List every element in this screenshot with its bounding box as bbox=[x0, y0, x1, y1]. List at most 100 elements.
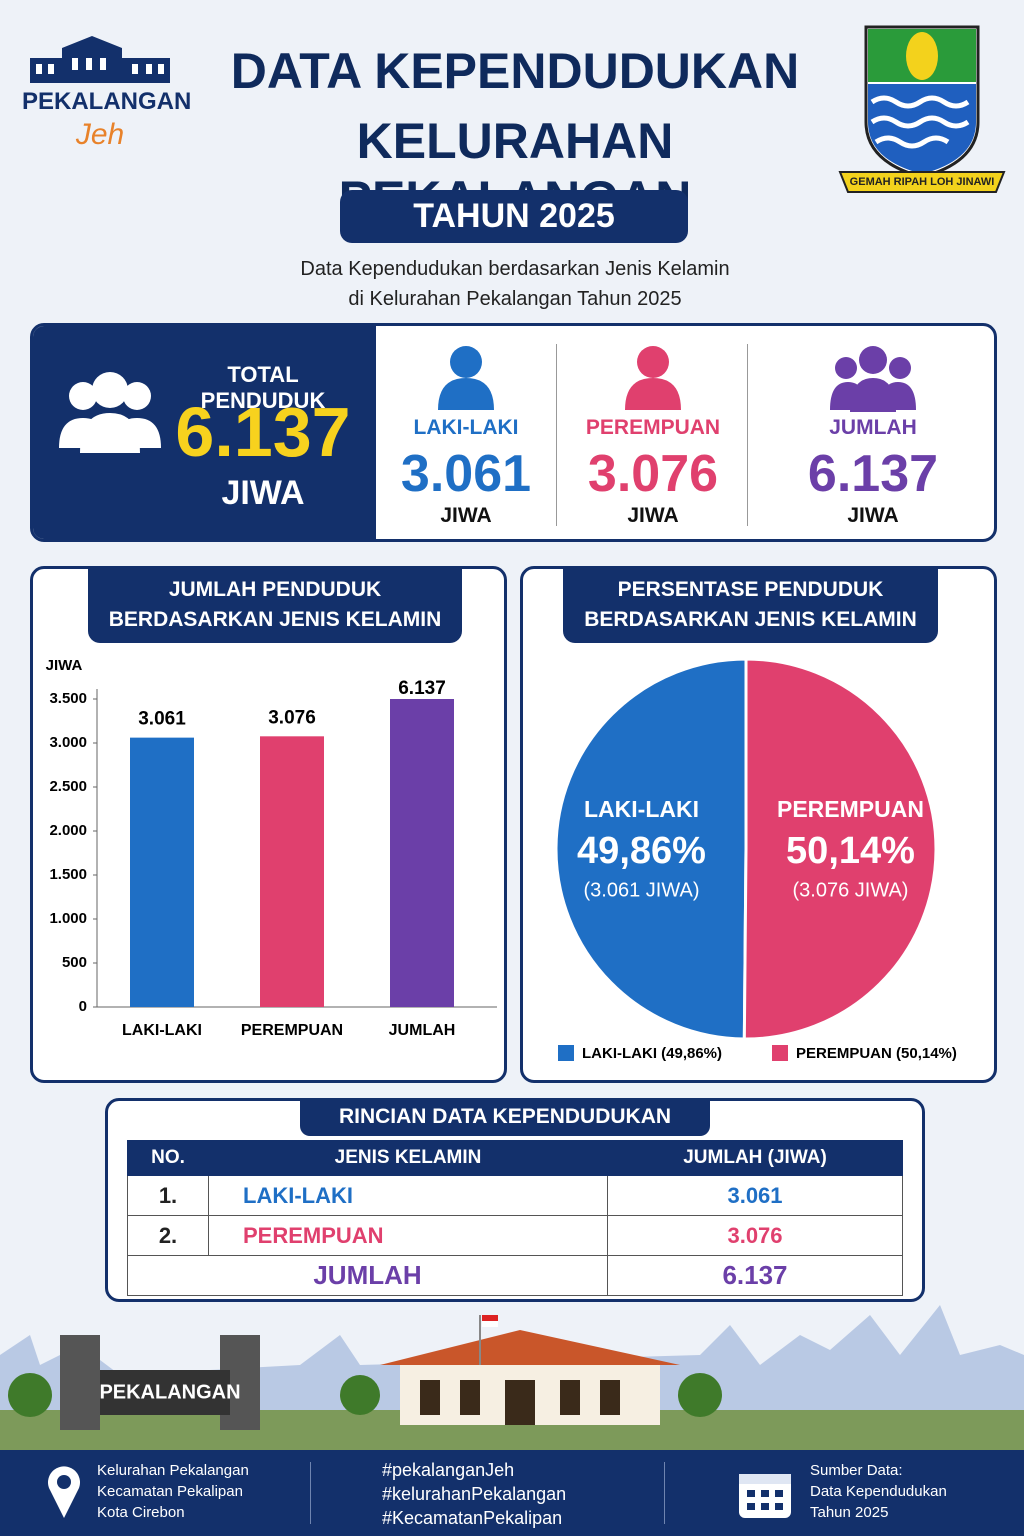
cell: LAKI-LAKI bbox=[208, 1175, 608, 1216]
card-value: 3.061 bbox=[400, 445, 532, 503]
y-tick-label: 1.000 bbox=[49, 910, 87, 927]
card-unit: JIWA bbox=[847, 504, 899, 527]
y-tick-label: 1.500 bbox=[49, 866, 87, 883]
chart-title: PERSENTASE PENDUDUK BERDASARKAN JENIS KEL… bbox=[563, 566, 938, 643]
person-icon bbox=[625, 346, 681, 410]
divider bbox=[556, 344, 557, 526]
person-icon bbox=[438, 346, 494, 410]
card-value: 6.137 bbox=[807, 445, 939, 503]
footer-line: Sumber Data: bbox=[810, 1462, 903, 1479]
footer: Kelurahan Pekalangan Kecamatan Pekalipan K… bbox=[0, 1450, 1024, 1536]
scene: PEKALANGAN bbox=[0, 1305, 1024, 1450]
x-tick-label: JUMLAH bbox=[389, 1022, 456, 1039]
pie-slice bbox=[554, 657, 748, 1041]
y-tick-label: 3.500 bbox=[49, 690, 87, 707]
y-tick-label: 2.500 bbox=[49, 778, 87, 795]
summary-card: JUMLAH 6.137 JIWA bbox=[749, 326, 994, 539]
footer-address: Kelurahan Pekalangan Kecamatan Pekalipan K… bbox=[97, 1460, 249, 1523]
icon-head bbox=[637, 346, 669, 378]
chart-title-line: BERDASARKAN JENIS KELAMIN bbox=[584, 608, 917, 631]
person-icon bbox=[830, 346, 916, 412]
emblem: GEMAH RIPAH LOH JINAWI bbox=[838, 25, 1006, 193]
logo: PEKALANGAN Jeh bbox=[22, 28, 192, 163]
slice-category: LAKI-LAKI bbox=[584, 796, 699, 822]
footer-hashtags: #pekalanganJeh #kelurahanPekalangan #Kecam… bbox=[382, 1458, 566, 1530]
x-tick-label: LAKI-LAKI bbox=[122, 1022, 202, 1039]
footer-line: Kota Cirebon bbox=[97, 1504, 185, 1521]
calendar-icon bbox=[739, 1474, 791, 1518]
slice-value: 49,86% bbox=[577, 830, 706, 872]
table: NO. JENIS KELAMIN JUMLAH (JIWA) 1. LAKI-… bbox=[127, 1140, 903, 1296]
footer-line: Kecamatan Pekalipan bbox=[97, 1483, 243, 1500]
cell: 6.137 bbox=[607, 1255, 903, 1296]
pie-chart: LAKI-LAKI 49,86% (3.061 JIWA) PEREMPUAN 50,1… bbox=[554, 657, 957, 1062]
footer-line: #pekalanganJeh bbox=[382, 1460, 515, 1480]
cell: 2. bbox=[127, 1215, 209, 1256]
icon-head bbox=[835, 357, 857, 379]
card-unit: JIWA bbox=[440, 504, 492, 527]
chart-title-line: PERSENTASE PENDUDUK bbox=[617, 578, 884, 601]
cell: 3.061 bbox=[607, 1175, 903, 1216]
divider bbox=[310, 1462, 311, 1524]
emblem-motto: GEMAH RIPAH LOH JINAWI bbox=[850, 176, 995, 188]
title-line: DATA KEPENDUDUKAN bbox=[230, 43, 800, 99]
table-total: JUMLAH 6.137 bbox=[127, 1255, 903, 1296]
card-label: JUMLAH bbox=[829, 416, 917, 439]
card-value: 3.076 bbox=[587, 445, 719, 503]
y-tick-label: 3.000 bbox=[49, 734, 87, 751]
header-cell: JUMLAH (JIWA) bbox=[607, 1140, 903, 1176]
legend-label: PEREMPUAN (50,14%) bbox=[796, 1045, 957, 1062]
cell: JUMLAH bbox=[127, 1255, 608, 1296]
slice-annotation: (3.076 JIWA) bbox=[793, 879, 909, 901]
y-tick-label: 500 bbox=[62, 954, 87, 971]
table-title: RINCIAN DATA KEPENDUDUKAN bbox=[300, 1098, 710, 1136]
header-cell: NO. bbox=[127, 1140, 209, 1176]
slice-value: 50,14% bbox=[786, 830, 915, 872]
bar bbox=[130, 737, 194, 1007]
header-cell: JENIS KELAMIN bbox=[208, 1140, 608, 1176]
icon-body bbox=[438, 378, 494, 410]
people-icon bbox=[59, 372, 161, 453]
divider bbox=[664, 1462, 665, 1524]
card-label: LAKI-LAKI bbox=[413, 416, 519, 439]
icon-head bbox=[859, 346, 887, 374]
slice-category: PEREMPUAN bbox=[777, 796, 924, 822]
logo-building bbox=[30, 36, 170, 83]
divider bbox=[747, 344, 748, 526]
icon-head bbox=[889, 357, 911, 379]
logo-text: PEKALANGAN bbox=[22, 88, 192, 115]
subtitle: di Kelurahan Pekalangan Tahun 2025 bbox=[348, 288, 682, 310]
y-axis-label: JIWA bbox=[46, 657, 83, 674]
value-label: 3.061 bbox=[138, 709, 186, 730]
scene-sign: PEKALANGAN bbox=[99, 1381, 240, 1403]
footer-line: Kelurahan Pekalangan bbox=[97, 1462, 249, 1479]
chart-title: JUMLAH PENDUDUK BERDASARKAN JENIS KELAMIN bbox=[88, 566, 462, 643]
icon-head bbox=[450, 346, 482, 378]
y-tick-label: 2.000 bbox=[49, 822, 87, 839]
card-unit: JIWA bbox=[627, 504, 679, 527]
legend-swatch bbox=[772, 1045, 788, 1061]
card-label: PEREMPUAN bbox=[585, 416, 721, 439]
icon-body bbox=[830, 378, 916, 412]
table-row: 1. LAKI-LAKI 3.061 bbox=[127, 1175, 903, 1216]
footer-line: #kelurahanPekalangan bbox=[382, 1484, 567, 1504]
table-row: 2. PEREMPUAN 3.076 bbox=[127, 1215, 903, 1256]
summary-card: PEREMPUAN 3.076 JIWA bbox=[558, 326, 748, 539]
y-tick-label: 0 bbox=[79, 998, 87, 1015]
x-tick-label: PEREMPUAN bbox=[241, 1022, 343, 1039]
icon-body bbox=[625, 378, 681, 410]
slice-annotation: (3.061 JIWA) bbox=[584, 879, 700, 901]
total-label: TOTAL PENDUDUK bbox=[200, 362, 326, 413]
bar bbox=[390, 699, 454, 1008]
legend-swatch bbox=[558, 1045, 574, 1061]
summary-card: LAKI-LAKI 3.061 JIWA bbox=[376, 326, 556, 539]
total-value: 6.137 bbox=[175, 393, 351, 471]
summary: TOTAL PENDUDUK 6.137 JIWA LAKI-LAKI 3.061… bbox=[30, 323, 997, 542]
logo-sub: Jeh bbox=[75, 118, 125, 151]
pie-slice bbox=[742, 657, 938, 1041]
bar bbox=[260, 736, 324, 1007]
footer-source: Sumber Data: Data Kependudukan Tahun 2025 bbox=[810, 1460, 947, 1523]
footer-line: Tahun 2025 bbox=[810, 1504, 889, 1521]
value-label: 3.076 bbox=[268, 707, 316, 728]
